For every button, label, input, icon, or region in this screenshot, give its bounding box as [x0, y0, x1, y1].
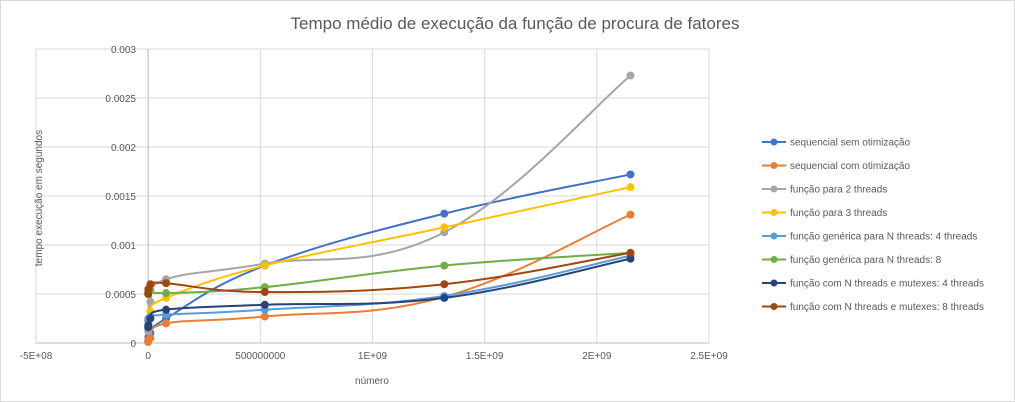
- y-tick-label: 0.0025: [105, 94, 136, 105]
- x-axis-title: número: [355, 376, 389, 387]
- series-line: [147, 257, 631, 328]
- legend-marker: [770, 162, 778, 169]
- data-point: [162, 289, 171, 298]
- series-2: [144, 210, 635, 347]
- data-point: [626, 210, 635, 219]
- legend-marker: [770, 279, 778, 287]
- legend-marker: [770, 232, 778, 240]
- legend-item: função genérica para N threads: 8: [762, 255, 942, 266]
- legend-item: função genérica para N threads: 4 thread…: [762, 232, 977, 243]
- data-point: [260, 300, 269, 309]
- legend-label: sequencial com otimização: [790, 161, 910, 172]
- series-3: [144, 71, 635, 336]
- data-point: [146, 334, 155, 343]
- data-point: [260, 312, 269, 321]
- data-point: [440, 223, 449, 232]
- data-point: [144, 321, 153, 330]
- data-point: [626, 170, 635, 179]
- legend-item: função para 2 threads: [762, 185, 887, 196]
- legend-marker: [770, 185, 778, 193]
- data-point: [440, 261, 449, 270]
- data-point: [162, 279, 171, 288]
- data-point: [146, 314, 155, 323]
- y-tick-label: 0.001: [111, 241, 136, 252]
- legend-marker: [770, 303, 778, 310]
- x-tick-labels: -5E+08 0 500000000 1E+09 1.5E+09 2E+09 2.5E+09: [20, 351, 728, 362]
- legend-label: sequencial sem otimização: [790, 138, 910, 149]
- legend-marker: [770, 209, 778, 216]
- y-tick-label: 0: [130, 339, 136, 350]
- series-group: [144, 71, 635, 347]
- y-tick-label: 0.0015: [105, 192, 136, 203]
- legend-marker: [770, 256, 778, 263]
- data-point: [626, 183, 635, 192]
- x-tick-label: 1.5E+09: [466, 351, 504, 362]
- legend-item: sequencial sem otimização: [762, 138, 910, 149]
- legend-label: função para 2 threads: [790, 185, 887, 196]
- legend-item: função com N threads e mutexes: 4 thread…: [762, 279, 984, 290]
- legend-label: função com N threads e mutexes: 4 thread…: [790, 279, 984, 290]
- y-axis-title: tempo execução em segundos: [34, 130, 45, 266]
- data-point: [626, 71, 635, 80]
- x-tick-label: 0: [145, 351, 151, 362]
- gridlines: [35, 48, 710, 344]
- legend-label: função genérica para N threads: 4 thread…: [790, 232, 977, 243]
- y-tick-label: 0.002: [111, 143, 136, 154]
- y-tick-label: 0.0005: [105, 290, 136, 301]
- data-point: [440, 293, 449, 302]
- y-tick-label: 0.003: [111, 45, 136, 56]
- legend-label: função para 3 threads: [790, 208, 887, 219]
- y-tick-labels: 0 0.0005 0.001 0.0015 0.002 0.0025 0.003: [105, 45, 136, 350]
- x-tick-label: -5E+08: [20, 351, 53, 362]
- data-point: [626, 248, 635, 257]
- data-point: [260, 261, 269, 270]
- x-tick-label: 500000000: [235, 351, 285, 362]
- data-point: [440, 209, 449, 218]
- legend-label: função genérica para N threads: 8: [790, 255, 942, 266]
- legend-item: função com N threads e mutexes: 8 thread…: [762, 302, 984, 313]
- x-tick-label: 2E+09: [582, 351, 612, 362]
- data-point: [162, 319, 171, 328]
- chart-title: Tempo médio de execução da função de pro…: [291, 14, 740, 33]
- x-tick-label: 1E+09: [358, 351, 388, 362]
- data-point: [260, 288, 269, 297]
- legend-label: função com N threads e mutexes: 8 thread…: [790, 302, 984, 313]
- x-tick-label: 2.5E+09: [690, 351, 728, 362]
- data-point: [162, 305, 171, 314]
- legend-item: sequencial com otimização: [762, 161, 910, 172]
- legend: sequencial sem otimização sequencial com …: [762, 138, 984, 313]
- series-7: [144, 254, 635, 332]
- legend-item: função para 3 threads: [762, 208, 887, 219]
- series-8: [144, 248, 635, 298]
- data-point: [146, 280, 155, 289]
- legend-marker: [770, 138, 778, 146]
- data-point: [440, 280, 449, 289]
